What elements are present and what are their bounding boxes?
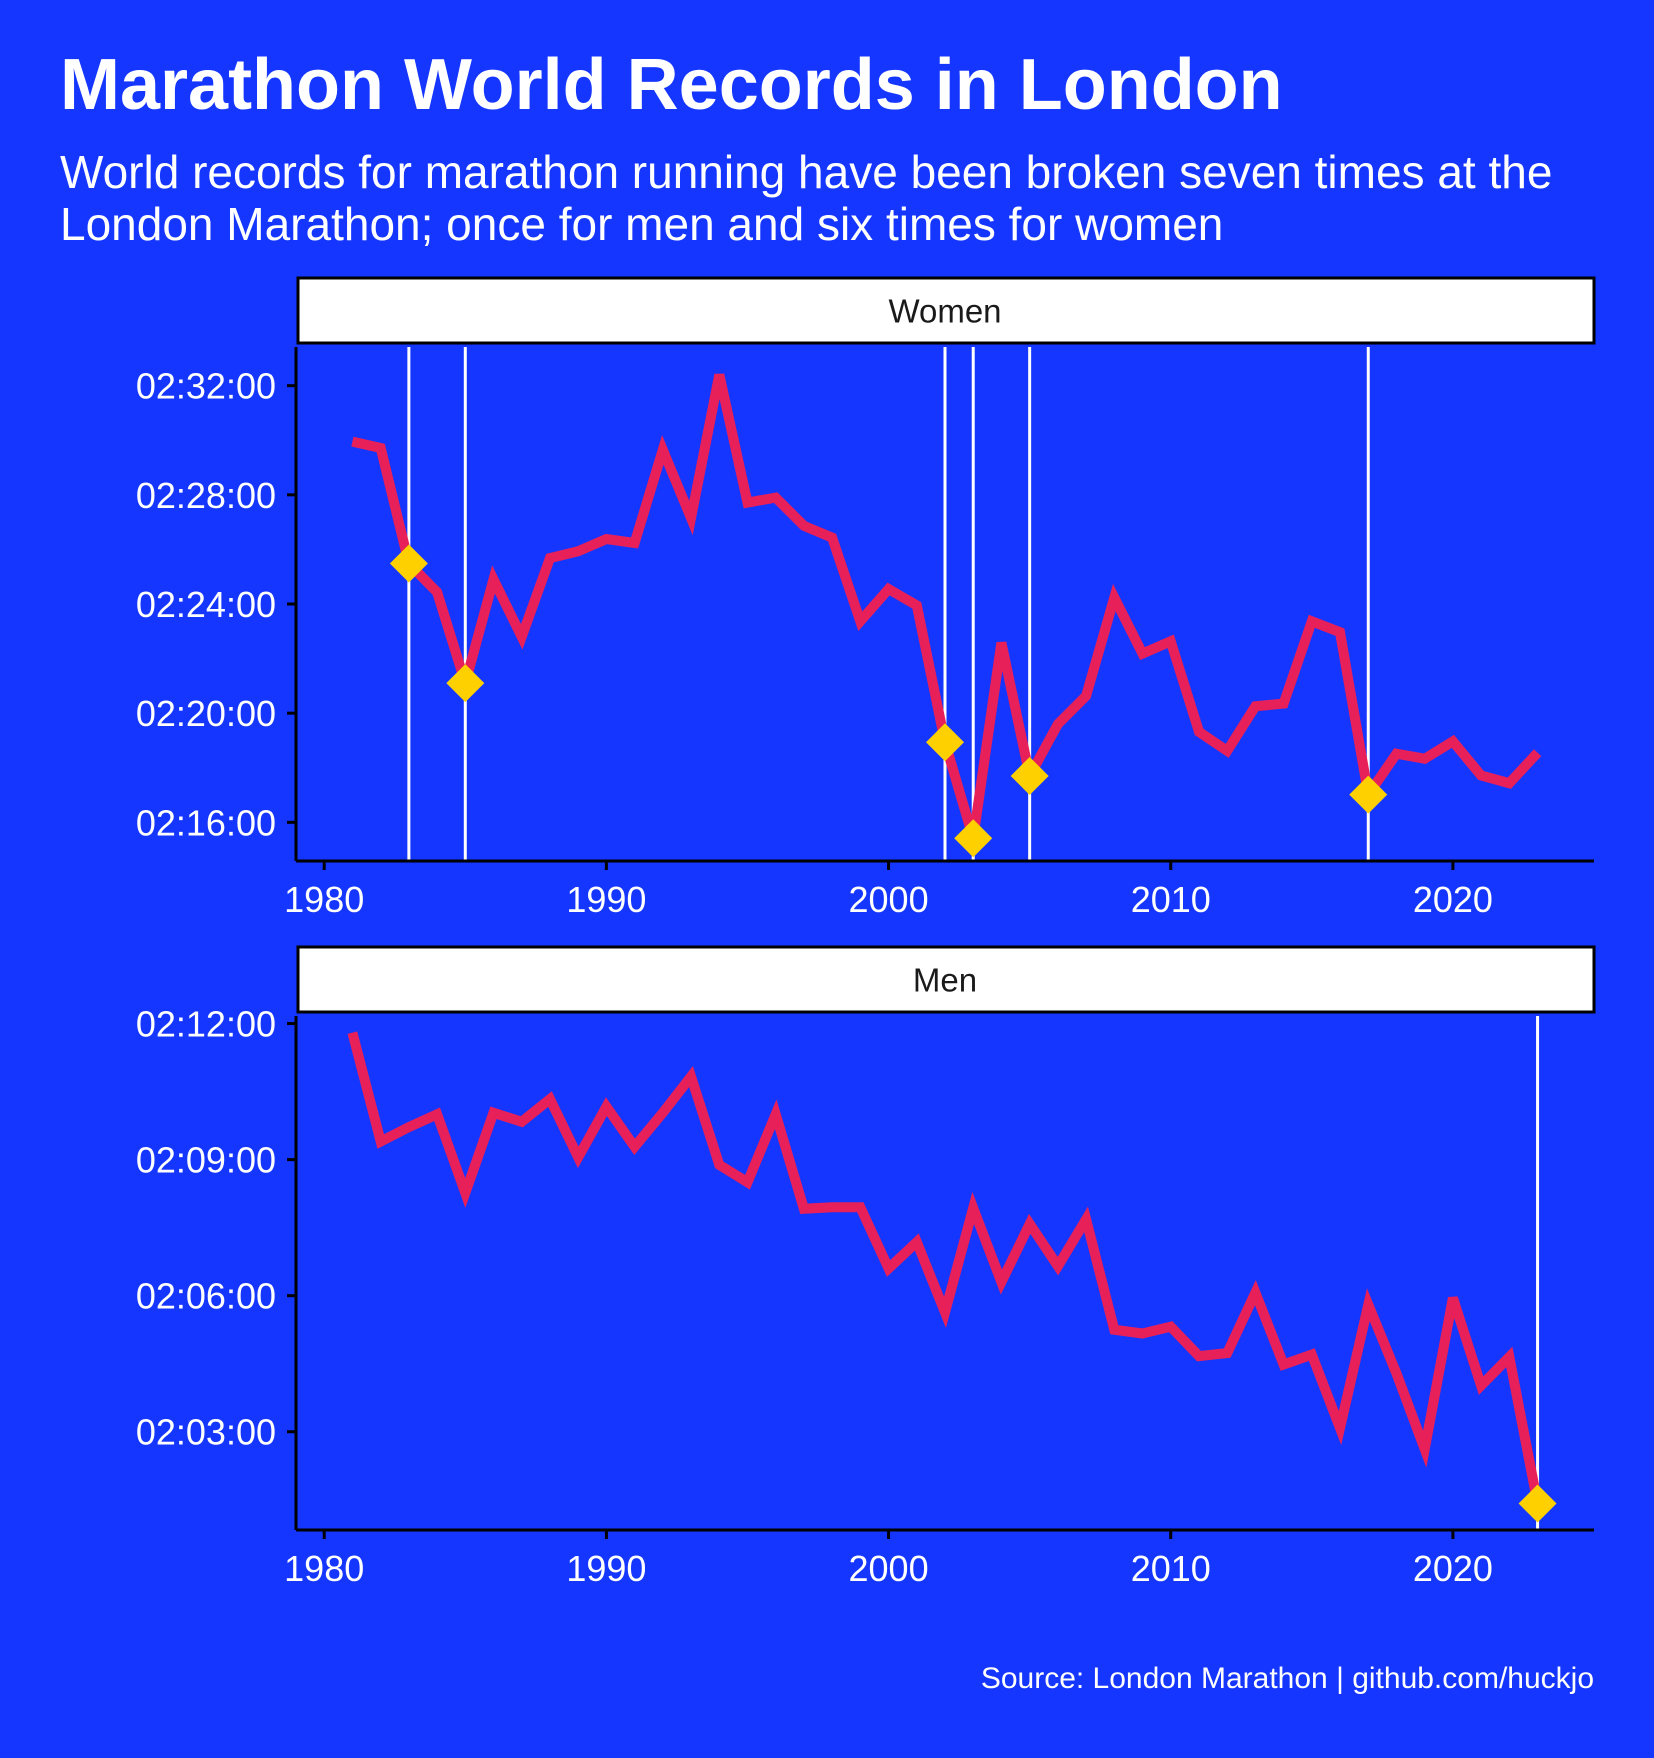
x-tick-label: 2000 <box>849 879 929 920</box>
x-tick-label: 1980 <box>284 879 364 920</box>
y-tick-label: 02:03:00 <box>136 1412 276 1453</box>
record-marker <box>446 664 485 703</box>
y-tick-label: 02:12:00 <box>136 1004 276 1045</box>
y-tick-label: 02:09:00 <box>136 1140 276 1181</box>
y-tick-label: 02:28:00 <box>136 475 276 516</box>
y-tick-label: 02:24:00 <box>136 584 276 625</box>
chart-subtitle: World records for marathon running have … <box>60 146 1553 250</box>
y-tick-label: 02:20:00 <box>136 693 276 734</box>
record-marker <box>1518 1484 1557 1523</box>
x-tick-label: 2020 <box>1413 1548 1493 1589</box>
record-marker <box>926 723 964 762</box>
panel-men: Men 02:03:00 02:06:00 02:09:00 02:12:00 1980 1… <box>136 945 1596 1589</box>
chart-title: Marathon World Records in London <box>60 45 1283 125</box>
winning-time-line <box>347 1031 1543 1505</box>
y-tick-label: 02:32:00 <box>136 366 276 407</box>
y-tick-label: 02:16:00 <box>136 802 276 843</box>
record-marker <box>1349 775 1388 814</box>
x-tick-label: 2020 <box>1413 879 1493 920</box>
panel-women: Women 02:16:00 02:20:00 02:24:00 02:28:00 02:… <box>136 276 1596 920</box>
facet-strip <box>296 276 1596 345</box>
facet-label: Men <box>913 962 977 999</box>
facet-label: Women <box>888 293 1001 330</box>
record-marker <box>1010 756 1049 795</box>
x-tick-label: 1990 <box>566 879 646 920</box>
x-tick-label: 2000 <box>849 1548 929 1589</box>
y-tick-label: 02:06:00 <box>136 1276 276 1317</box>
x-tick-label: 1980 <box>284 1548 364 1589</box>
x-tick-label: 2010 <box>1131 1548 1211 1589</box>
facet-strip <box>296 945 1596 1014</box>
x-tick-label: 1990 <box>566 1548 646 1589</box>
x-tick-label: 2010 <box>1131 879 1211 920</box>
record-marker <box>389 544 428 583</box>
record-marker <box>954 819 993 858</box>
chart-caption: Source: London Marathon | github.com/huc… <box>980 1662 1594 1695</box>
